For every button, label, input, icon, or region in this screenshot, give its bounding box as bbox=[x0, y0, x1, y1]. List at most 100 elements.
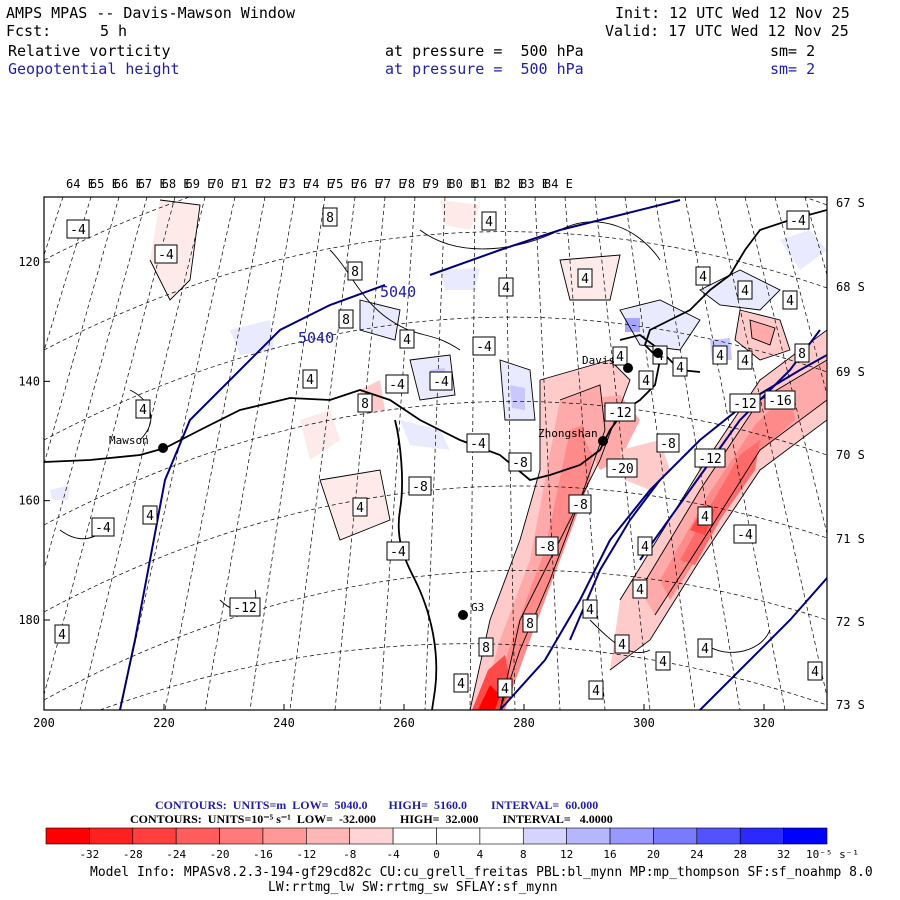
contour-label-text: 4 bbox=[741, 354, 749, 369]
model-info-line2: LW:rrtmg_lw SW:rrtmg_sw SFLAY:sf_mynn bbox=[268, 880, 558, 895]
lon-label: 77 E bbox=[377, 177, 406, 191]
contour-label-box bbox=[508, 452, 532, 472]
contour-label: -12 bbox=[229, 597, 261, 617]
contour-label: 4 bbox=[807, 661, 823, 681]
contour-label-text: -12 bbox=[233, 601, 256, 616]
contour-label: -8 bbox=[508, 452, 532, 472]
contour-label: -4 bbox=[66, 219, 90, 239]
contour-label-text: 4 bbox=[586, 603, 594, 618]
contour-label-box bbox=[606, 458, 638, 478]
contour-label-text: 4 bbox=[58, 628, 66, 643]
colorbar-swatch bbox=[89, 827, 134, 845]
lat-label: 71 S bbox=[836, 532, 865, 546]
lon-label: 79 E bbox=[425, 177, 454, 191]
contour-label-text: -8 bbox=[572, 498, 588, 513]
contour-label: 4 bbox=[453, 673, 469, 693]
contour-label-box bbox=[522, 613, 538, 633]
field1-level: at pressure = 500 hPa bbox=[385, 42, 584, 60]
contour-label-box bbox=[794, 343, 810, 363]
y-tick-label: 140 bbox=[18, 374, 40, 388]
contour-label: 8 bbox=[522, 613, 538, 633]
x-tick-label: 320 bbox=[753, 716, 775, 730]
contour-label-text: 8 bbox=[361, 397, 369, 412]
contour-label: 4 bbox=[638, 370, 654, 390]
contour-label: 4 bbox=[695, 266, 711, 286]
contour-label-box bbox=[429, 371, 453, 391]
vorticity-contour-info: CONTOURS: UNITS=10⁻⁵ s⁻¹ LOW= -32.000 HI… bbox=[130, 812, 613, 826]
contour-label-text: 8 bbox=[482, 641, 490, 656]
contour-label-box bbox=[764, 390, 796, 410]
contour-label-text: 4 bbox=[403, 333, 411, 348]
station-name: Mawson bbox=[109, 434, 149, 447]
contour-label-text: 8 bbox=[351, 265, 359, 280]
contour-label: -12 bbox=[604, 402, 636, 422]
contour-label-text: -4 bbox=[470, 437, 486, 452]
colorbar-label: -32 bbox=[79, 848, 99, 861]
lon-label: 68 E bbox=[162, 177, 191, 191]
colorbar-swatch bbox=[609, 827, 654, 845]
y-tick-label: 120 bbox=[18, 255, 40, 269]
lat-label: 70 S bbox=[836, 448, 865, 462]
contour-label-text: -20 bbox=[610, 462, 633, 477]
colorbar-swatch bbox=[132, 827, 177, 845]
contour-label: 8 bbox=[357, 393, 373, 413]
contour-label-text: -4 bbox=[476, 340, 492, 355]
field1-smoothing: sm= 2 bbox=[770, 42, 816, 60]
lat-label: 69 S bbox=[836, 365, 865, 379]
height-contour-labels: 5040 5040 bbox=[298, 283, 416, 347]
lon-label: 64 E bbox=[66, 177, 95, 191]
contour-label-box bbox=[786, 210, 810, 230]
colorbar-swatch bbox=[479, 827, 524, 845]
forecast-hour: 5 h bbox=[100, 22, 128, 40]
contour-label: -8 bbox=[656, 433, 680, 453]
colorbar-label: -24 bbox=[166, 848, 186, 861]
contour-label-text: -4 bbox=[390, 545, 406, 560]
contour-label-box bbox=[385, 374, 409, 394]
contour-label-box bbox=[632, 579, 648, 599]
contour-label-box bbox=[782, 290, 798, 310]
contour-label: 4 bbox=[655, 651, 671, 671]
colorbar-swatch bbox=[696, 827, 741, 845]
colorbar-label: 20 bbox=[647, 848, 660, 861]
vorticity-contours bbox=[59, 199, 827, 710]
contour-label-box bbox=[466, 433, 490, 453]
contour-label-text: 4 bbox=[306, 373, 314, 388]
contour-label-text: 4 bbox=[701, 642, 709, 657]
colorbar-label: -16 bbox=[253, 848, 273, 861]
contour-label: 8 bbox=[322, 207, 338, 227]
contour-label-text: -4 bbox=[433, 375, 449, 390]
colorbar-swatch bbox=[45, 827, 90, 845]
contour-label-text: 4 bbox=[676, 361, 684, 376]
contour-label: -4 bbox=[733, 524, 757, 544]
field1-name: Relative vorticity bbox=[8, 42, 171, 60]
valid-time: Valid: 17 UTC Wed 12 Nov 25 bbox=[605, 22, 849, 40]
lon-label: 69 E bbox=[186, 177, 215, 191]
lat-label: 67 S bbox=[836, 196, 865, 210]
contour-label: 4 bbox=[352, 497, 368, 517]
contour-label-text: -4 bbox=[70, 223, 86, 238]
colorbar-label: 16 bbox=[603, 848, 616, 861]
contour-label-text: 4 bbox=[642, 374, 650, 389]
contour-label-box bbox=[712, 345, 728, 365]
x-tick-label: 220 bbox=[153, 716, 175, 730]
station-dot bbox=[598, 436, 608, 446]
contour-label: 8 bbox=[478, 637, 494, 657]
contour-label: 4 bbox=[498, 277, 514, 297]
contour-label-box bbox=[655, 651, 671, 671]
contour-label: 4 bbox=[142, 505, 158, 525]
contour-label: 4 bbox=[632, 579, 648, 599]
latitude-labels: 67 S 68 S 69 S 70 S 71 S 72 S 73 S bbox=[836, 196, 865, 712]
lat-label: 68 S bbox=[836, 280, 865, 294]
colorbar-swatch bbox=[522, 827, 567, 845]
colorbar-swatch bbox=[653, 827, 698, 845]
contour-label-box bbox=[694, 448, 726, 468]
lon-label: 70 E bbox=[209, 177, 238, 191]
contour-label-text: 8 bbox=[526, 617, 534, 632]
colorbar-swatch bbox=[392, 827, 437, 845]
contour-label-box bbox=[733, 524, 757, 544]
colorbar-swatch bbox=[349, 827, 394, 845]
contour-label-text: -4 bbox=[790, 214, 806, 229]
contour-label-text: 4 bbox=[636, 583, 644, 598]
colorbar: -32 -28 -24 -20 -16 -12 -8 -4 0 4 8 12 16 20 24 28 32 10… bbox=[45, 827, 859, 861]
contour-label-text: 4 bbox=[811, 665, 819, 680]
